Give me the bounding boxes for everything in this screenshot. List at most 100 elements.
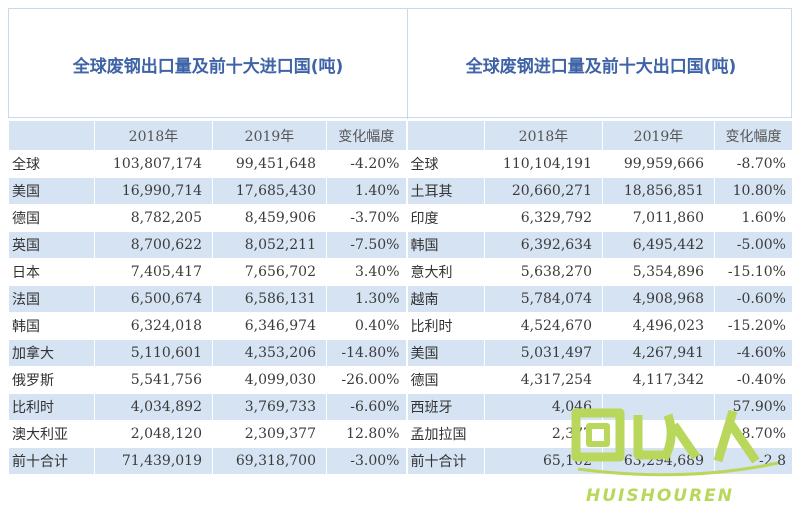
table-row: 德国 8,782,205 8,459,906 -3.70% 印度 6,329,792 7,0… [8, 204, 793, 232]
country-cell: 比利时 [8, 393, 95, 421]
table-row: 法国 6,500,674 6,586,131 1.30% 越南 5,784,074 4,90… [8, 285, 793, 313]
tonnage-cell: 16,990,714 [94, 177, 213, 205]
tonnage-cell: 4,524,670 [484, 312, 603, 340]
tonnage-cell: 2,048,120 [94, 420, 213, 448]
column-header-left: 变化幅度 [326, 120, 407, 151]
tonnage-cell: 8,052,211 [212, 231, 327, 259]
tonnage-cell: 4,117,342 [602, 366, 715, 394]
tonnage-cell: 8,459,906 [212, 204, 327, 232]
country-cell: 韩国 [405, 231, 485, 259]
country-cell: 澳大利亚 [8, 420, 95, 448]
data-grid: 2018年 2019年 变化幅度 2018年 2019年 变化幅度 全球 103,807,17… [8, 120, 793, 475]
header-row: 2018年 2019年 变化幅度 2018年 2019年 变化幅度 [8, 120, 793, 151]
export-table-title: 全球废钢出口量及前十大进口国(吨) [72, 56, 344, 77]
tonnage-cell: 5,541,756 [94, 366, 213, 394]
tonnage-cell: 5,031,497 [484, 339, 603, 367]
change-cell: 1.40% [326, 177, 407, 205]
tonnage-cell: 5,110,601 [94, 339, 213, 367]
tonnage-cell: 103,807,174 [94, 150, 213, 178]
watermark-logo-icon [571, 408, 760, 464]
tonnage-cell: 6,392,634 [484, 231, 603, 259]
column-header-right: 变化幅度 [714, 120, 793, 151]
table-row: 俄罗斯 5,541,756 4,099,030 -26.00% 德国 4,317,254 4… [8, 366, 793, 394]
country-cell: 韩国 [8, 312, 95, 340]
change-cell: -8.70% [714, 150, 793, 178]
tonnage-cell: 4,034,892 [94, 393, 213, 421]
tonnage-cell: 6,329,792 [484, 204, 603, 232]
tonnage-cell: 8,782,205 [94, 204, 213, 232]
tonnage-cell: 5,784,074 [484, 285, 603, 313]
change-cell: 1.30% [326, 285, 407, 313]
country-cell: 越南 [405, 285, 485, 313]
watermark-arc [577, 461, 779, 477]
tonnage-cell: 2,309,377 [212, 420, 327, 448]
country-cell: 前十合计 [405, 447, 485, 475]
change-cell: -15.20% [714, 312, 793, 340]
change-cell: -4.60% [714, 339, 793, 367]
tonnage-cell: 18,856,851 [602, 177, 715, 205]
table-row: 英国 8,700,622 8,052,211 -7.50% 韩国 6,392,634 6,4… [8, 231, 793, 259]
table-row: 日本 7,405,417 7,656,702 3.40% 意大利 5,638,270 5,3… [8, 258, 793, 286]
huishouren-watermark [571, 408, 779, 477]
country-cell: 孟加拉国 [405, 420, 485, 448]
column-header-left: 2018年 [94, 120, 213, 151]
column-header-right: 2019年 [602, 120, 715, 151]
tonnage-cell: 2,377 [484, 420, 603, 448]
change-cell: 12.80% [326, 420, 407, 448]
table-row: 加拿大 5,110,601 4,353,206 -14.80% 美国 5,031,497 4… [8, 339, 793, 367]
change-cell: 1.60% [714, 204, 793, 232]
tonnage-cell: 69,318,700 [212, 447, 327, 475]
column-header-left [8, 120, 95, 151]
tonnage-cell: 110,104,191 [484, 150, 603, 178]
tonnage-cell: 20,660,271 [484, 177, 603, 205]
change-cell: 57.90% [714, 393, 793, 421]
table-row: 韩国 6,324,018 6,346,974 0.40% 比利时 4,524,670 4,4… [8, 312, 793, 340]
tonnage-cell: 5,354,896 [602, 258, 715, 286]
table-row: 前十合计 71,439,019 69,318,700 -3.00% 前十合计 65,102… [8, 447, 793, 475]
change-cell: -15.10% [714, 258, 793, 286]
tonnage-cell: 6,324,018 [94, 312, 213, 340]
country-cell: 土耳其 [405, 177, 485, 205]
tonnage-cell: 4,496,023 [602, 312, 715, 340]
tonnage-cell: 4,908,968 [602, 285, 715, 313]
tonnage-cell: 6,346,974 [212, 312, 327, 340]
tonnage-cell: 71,439,019 [94, 447, 213, 475]
tonnage-cell: 4,353,206 [212, 339, 327, 367]
change-cell: -3.70% [326, 204, 407, 232]
tonnage-cell: 8,700,622 [94, 231, 213, 259]
country-cell: 加拿大 [8, 339, 95, 367]
column-header-right: 2018年 [484, 120, 603, 151]
change-cell: -6.60% [326, 393, 407, 421]
change-cell: -7.50% [326, 231, 407, 259]
column-header-left: 2019年 [212, 120, 327, 151]
country-cell: 意大利 [405, 258, 485, 286]
tonnage-cell: 99,959,666 [602, 150, 715, 178]
change-cell: -0.40% [714, 366, 793, 394]
column-header-right [405, 120, 485, 151]
country-cell: 前十合计 [8, 447, 95, 475]
country-cell: 西班牙 [405, 393, 485, 421]
country-cell: 美国 [8, 177, 95, 205]
country-cell: 日本 [8, 258, 95, 286]
country-cell: 法国 [8, 285, 95, 313]
change-cell: -4.20% [326, 150, 407, 178]
country-cell: 美国 [405, 339, 485, 367]
tonnage-cell: 6,586,131 [212, 285, 327, 313]
change-cell: 10.80% [714, 177, 793, 205]
change-cell: -0.60% [714, 285, 793, 313]
change-cell: -3.00% [326, 447, 407, 475]
country-cell: 英国 [8, 231, 95, 259]
table-row: 比利时 4,034,892 3,769,733 -6.60% 西班牙 4,046 57.90… [8, 393, 793, 421]
tonnage-cell: 3,769,733 [212, 393, 327, 421]
tonnage-cell: 7,656,702 [212, 258, 327, 286]
table-row: 全球 103,807,174 99,451,648 -4.20% 全球 110,104,1… [8, 150, 793, 178]
country-cell: 比利时 [405, 312, 485, 340]
tonnage-cell: 4,099,030 [212, 366, 327, 394]
change-cell: 3.40% [326, 258, 407, 286]
change-cell: -14.80% [326, 339, 407, 367]
country-cell: 印度 [405, 204, 485, 232]
table-row: 美国 16,990,714 17,685,430 1.40% 土耳其 20,660,271… [8, 177, 793, 205]
tonnage-cell: 5,638,270 [484, 258, 603, 286]
country-cell: 全球 [405, 150, 485, 178]
tonnage-cell: 17,685,430 [212, 177, 327, 205]
